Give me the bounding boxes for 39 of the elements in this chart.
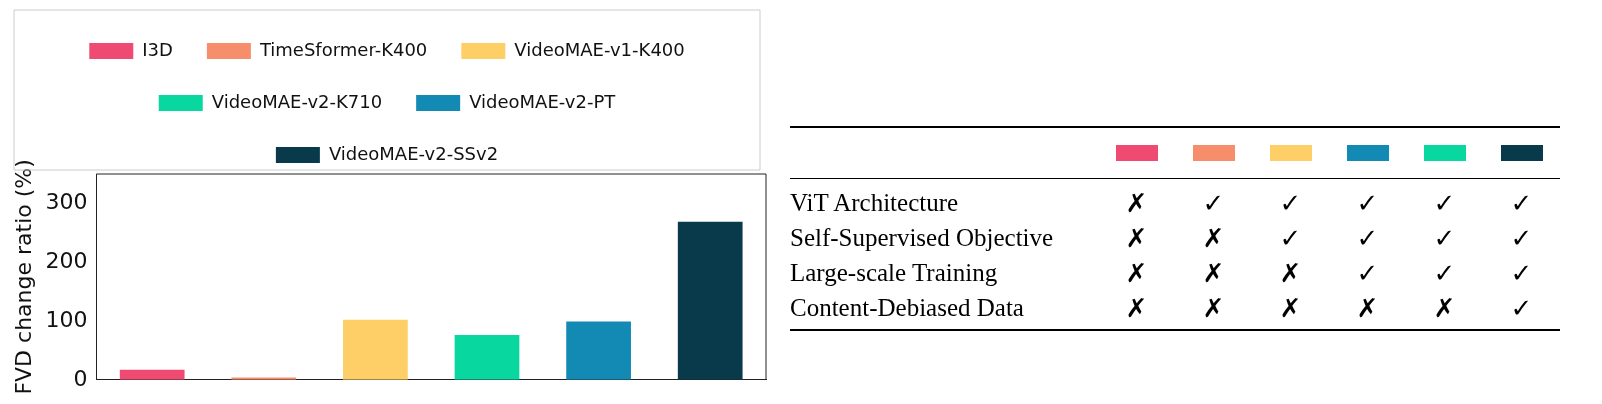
text: ✓ [1279,187,1302,218]
text: ✗ [1202,257,1225,288]
legend-label: VideoMAE-v2-PT [469,90,617,112]
text: ✗ [1125,257,1148,288]
text: ✗ [1356,292,1379,323]
text: ✓ [1510,222,1533,253]
category-label: Self-Supervised Objective [790,223,1054,251]
text: ✗ [1125,222,1148,253]
text: ✗ [1202,222,1225,253]
text: ✓ [1202,187,1225,218]
y-axis-title: FVD change ratio (%) [10,159,36,395]
category-label: Content-Debiased Data [790,293,1024,321]
text: ✓ [1510,257,1533,288]
legend-label: VideoMAE-v2-SSv2 [328,142,499,164]
text: ✓ [1356,187,1379,218]
legend-label: I3D [142,38,173,60]
text: ✓ [1433,222,1456,253]
text: ✓ [1433,187,1456,218]
text: ✓ [1356,222,1379,253]
text: ✓ [1510,187,1533,218]
y-tick-label: 300 [45,189,88,215]
legend-label: VideoMAE-v1-K400 [514,38,685,60]
category-label: Large-scale Training [790,258,998,286]
text: ✓ [1510,292,1533,323]
text: ✗ [1125,292,1148,323]
y-tick-label: 100 [45,306,88,332]
category-label: ViT Architecture [790,188,959,216]
text: ✗ [1433,292,1456,323]
legend-label: VideoMAE-v2-K710 [211,90,383,112]
text: ✗ [1279,257,1302,288]
y-tick-label: 200 [45,247,88,273]
text: ✓ [1279,222,1302,253]
text: ✗ [1202,292,1225,323]
text: ✓ [1433,257,1456,288]
text: ✗ [1125,187,1148,218]
text: ✗ [1279,292,1302,323]
y-tick-label: 0 [73,365,88,391]
legend-label: TimeSformer-K400 [258,38,428,60]
text: ✓ [1356,257,1379,288]
